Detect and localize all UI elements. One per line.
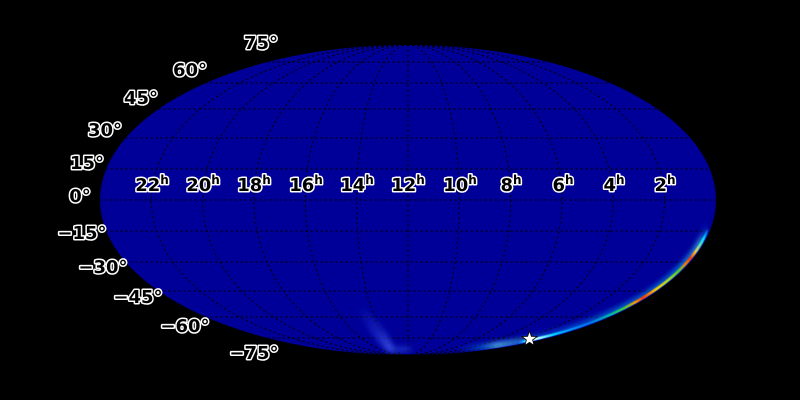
dec-label-75: 75° bbox=[244, 33, 278, 54]
faint-streak bbox=[356, 304, 412, 353]
event-star-marker-icon bbox=[520, 329, 539, 347]
dec-label-m60: −60° bbox=[160, 316, 209, 337]
ra-line-10h bbox=[407, 44, 460, 356]
probability-overlays bbox=[356, 221, 712, 354]
dec-label-15: 15° bbox=[70, 153, 104, 174]
ra-label-10h: 10h bbox=[443, 173, 477, 196]
ra-line-16h bbox=[304, 44, 409, 356]
probability-arc-core bbox=[516, 228, 709, 344]
ra-label-14h: 14h bbox=[340, 173, 374, 196]
ra-line-4h bbox=[407, 44, 614, 356]
ra-label-4h: 4h bbox=[603, 173, 624, 196]
dec-axis-labels: 75° 60° 45° 30° 15° 0° −15° −30° −45° −6… bbox=[56, 32, 280, 366]
ra-label-16h: 16h bbox=[289, 173, 323, 196]
ra-label-20h: 20h bbox=[186, 173, 220, 196]
ra-line-20h bbox=[202, 44, 409, 356]
dec-label-m45: −45° bbox=[113, 287, 162, 308]
graticule-grid bbox=[99, 44, 717, 356]
ra-label-22h: 22h bbox=[135, 173, 169, 196]
ra-label-12h: 12h bbox=[391, 173, 425, 196]
dec-label-m30: −30° bbox=[78, 257, 127, 278]
ra-line-14h bbox=[356, 44, 409, 356]
ra-label-6h: 6h bbox=[552, 173, 573, 196]
ra-label-8h: 8h bbox=[500, 173, 521, 196]
ra-label-18h: 18h bbox=[237, 173, 271, 196]
ra-line-8h bbox=[407, 44, 512, 356]
ra-line-6h bbox=[407, 44, 563, 356]
ra-line-18h bbox=[253, 44, 409, 356]
dec-label-45: 45° bbox=[124, 88, 158, 109]
dec-label-60: 60° bbox=[173, 60, 207, 81]
dec-label-m15: −15° bbox=[57, 223, 106, 244]
dec-label-0: 0° bbox=[69, 186, 91, 207]
dec-label-30: 30° bbox=[88, 120, 122, 141]
dec-label-m75: −75° bbox=[229, 343, 278, 364]
ra-axis-labels: 22h 20h 18h 16h 14h 12h 10h 8h 6h 4h 2h bbox=[134, 172, 677, 198]
ra-label-2h: 2h bbox=[654, 173, 675, 196]
